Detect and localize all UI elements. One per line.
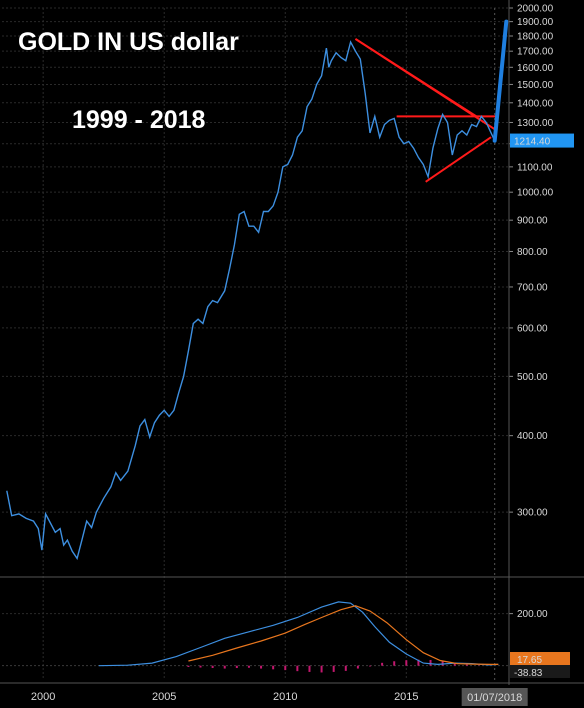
- macd-value-tag-bg: [510, 652, 570, 665]
- chart-annotation-years: 1999 - 2018: [72, 106, 206, 134]
- x-axis: 2000 2005 2010 2015 01/07/2018: [31, 688, 528, 706]
- price-grid: [2, 7, 508, 680]
- macd-panel: 200.00 17.65 -38.83: [2, 601, 570, 679]
- price-tick-label: 500.00: [517, 372, 548, 383]
- date-marker-bg: [461, 688, 528, 706]
- last-price-tag: 1214.40: [510, 133, 574, 148]
- signal-value-label: -38.83: [514, 668, 543, 679]
- price-tick-label: 1500.00: [517, 80, 554, 91]
- price-tick-label: 700.00: [517, 282, 548, 293]
- price-tick-label: 900.00: [517, 216, 548, 227]
- date-marker-label: 01/07/2018: [467, 692, 522, 704]
- signal-value-tag: -38.83: [510, 665, 570, 679]
- projection-arrow: [492, 19, 509, 143]
- price-tick-label: 1300.00: [517, 118, 554, 129]
- macd-value-label: 17.65: [517, 655, 542, 666]
- price-y-axis: 2000.00 1900.00 1800.00 1700.00 1600.00 1500.…: [509, 4, 554, 519]
- gold-price-line: [6, 40, 496, 561]
- price-tick-label: 1800.00: [517, 31, 554, 42]
- x-axis-ticks: 2000 2005 2010 2015: [31, 691, 419, 703]
- trendline: [425, 136, 492, 183]
- macd-line: [98, 601, 499, 667]
- trendline: [354, 38, 498, 132]
- signal-value-tag-bg: [510, 665, 570, 678]
- x-tick-label: 2005: [152, 691, 176, 703]
- price-panel: 2000.00 1900.00 1800.00 1700.00 1600.00 1500.…: [2, 4, 574, 680]
- chart-annotation-title: GOLD IN US dollar: [18, 28, 239, 56]
- price-tick-label: 300.00: [517, 508, 548, 519]
- x-tick-label: 2000: [31, 691, 55, 703]
- price-tick-label: 2000.00: [517, 4, 554, 15]
- price-tick-label: 1000.00: [517, 188, 554, 199]
- signal-line: [188, 605, 499, 665]
- price-tick-label: 1400.00: [517, 98, 554, 109]
- trendlines: [354, 38, 498, 183]
- macd-y-axis: 200.00: [509, 609, 548, 620]
- price-tick-label: 1100.00: [517, 162, 553, 173]
- macd-value-tag: 17.65: [510, 652, 570, 666]
- x-tick-label: 2010: [273, 691, 297, 703]
- last-price-label: 1214.40: [514, 137, 551, 148]
- macd-histogram: [187, 659, 480, 673]
- x-tick-label: 2015: [394, 691, 418, 703]
- last-price-tag-bg: [510, 133, 574, 148]
- price-tick-label: 400.00: [517, 431, 548, 442]
- price-tick-label: 1900.00: [517, 17, 554, 28]
- price-tick-label: 800.00: [517, 247, 548, 258]
- macd-tick-label: 200.00: [517, 609, 548, 620]
- price-tick-label: 1600.00: [517, 63, 554, 74]
- price-tick-label: 1700.00: [517, 47, 554, 58]
- macd-grid: [2, 613, 508, 667]
- price-tick-label: 600.00: [517, 323, 548, 334]
